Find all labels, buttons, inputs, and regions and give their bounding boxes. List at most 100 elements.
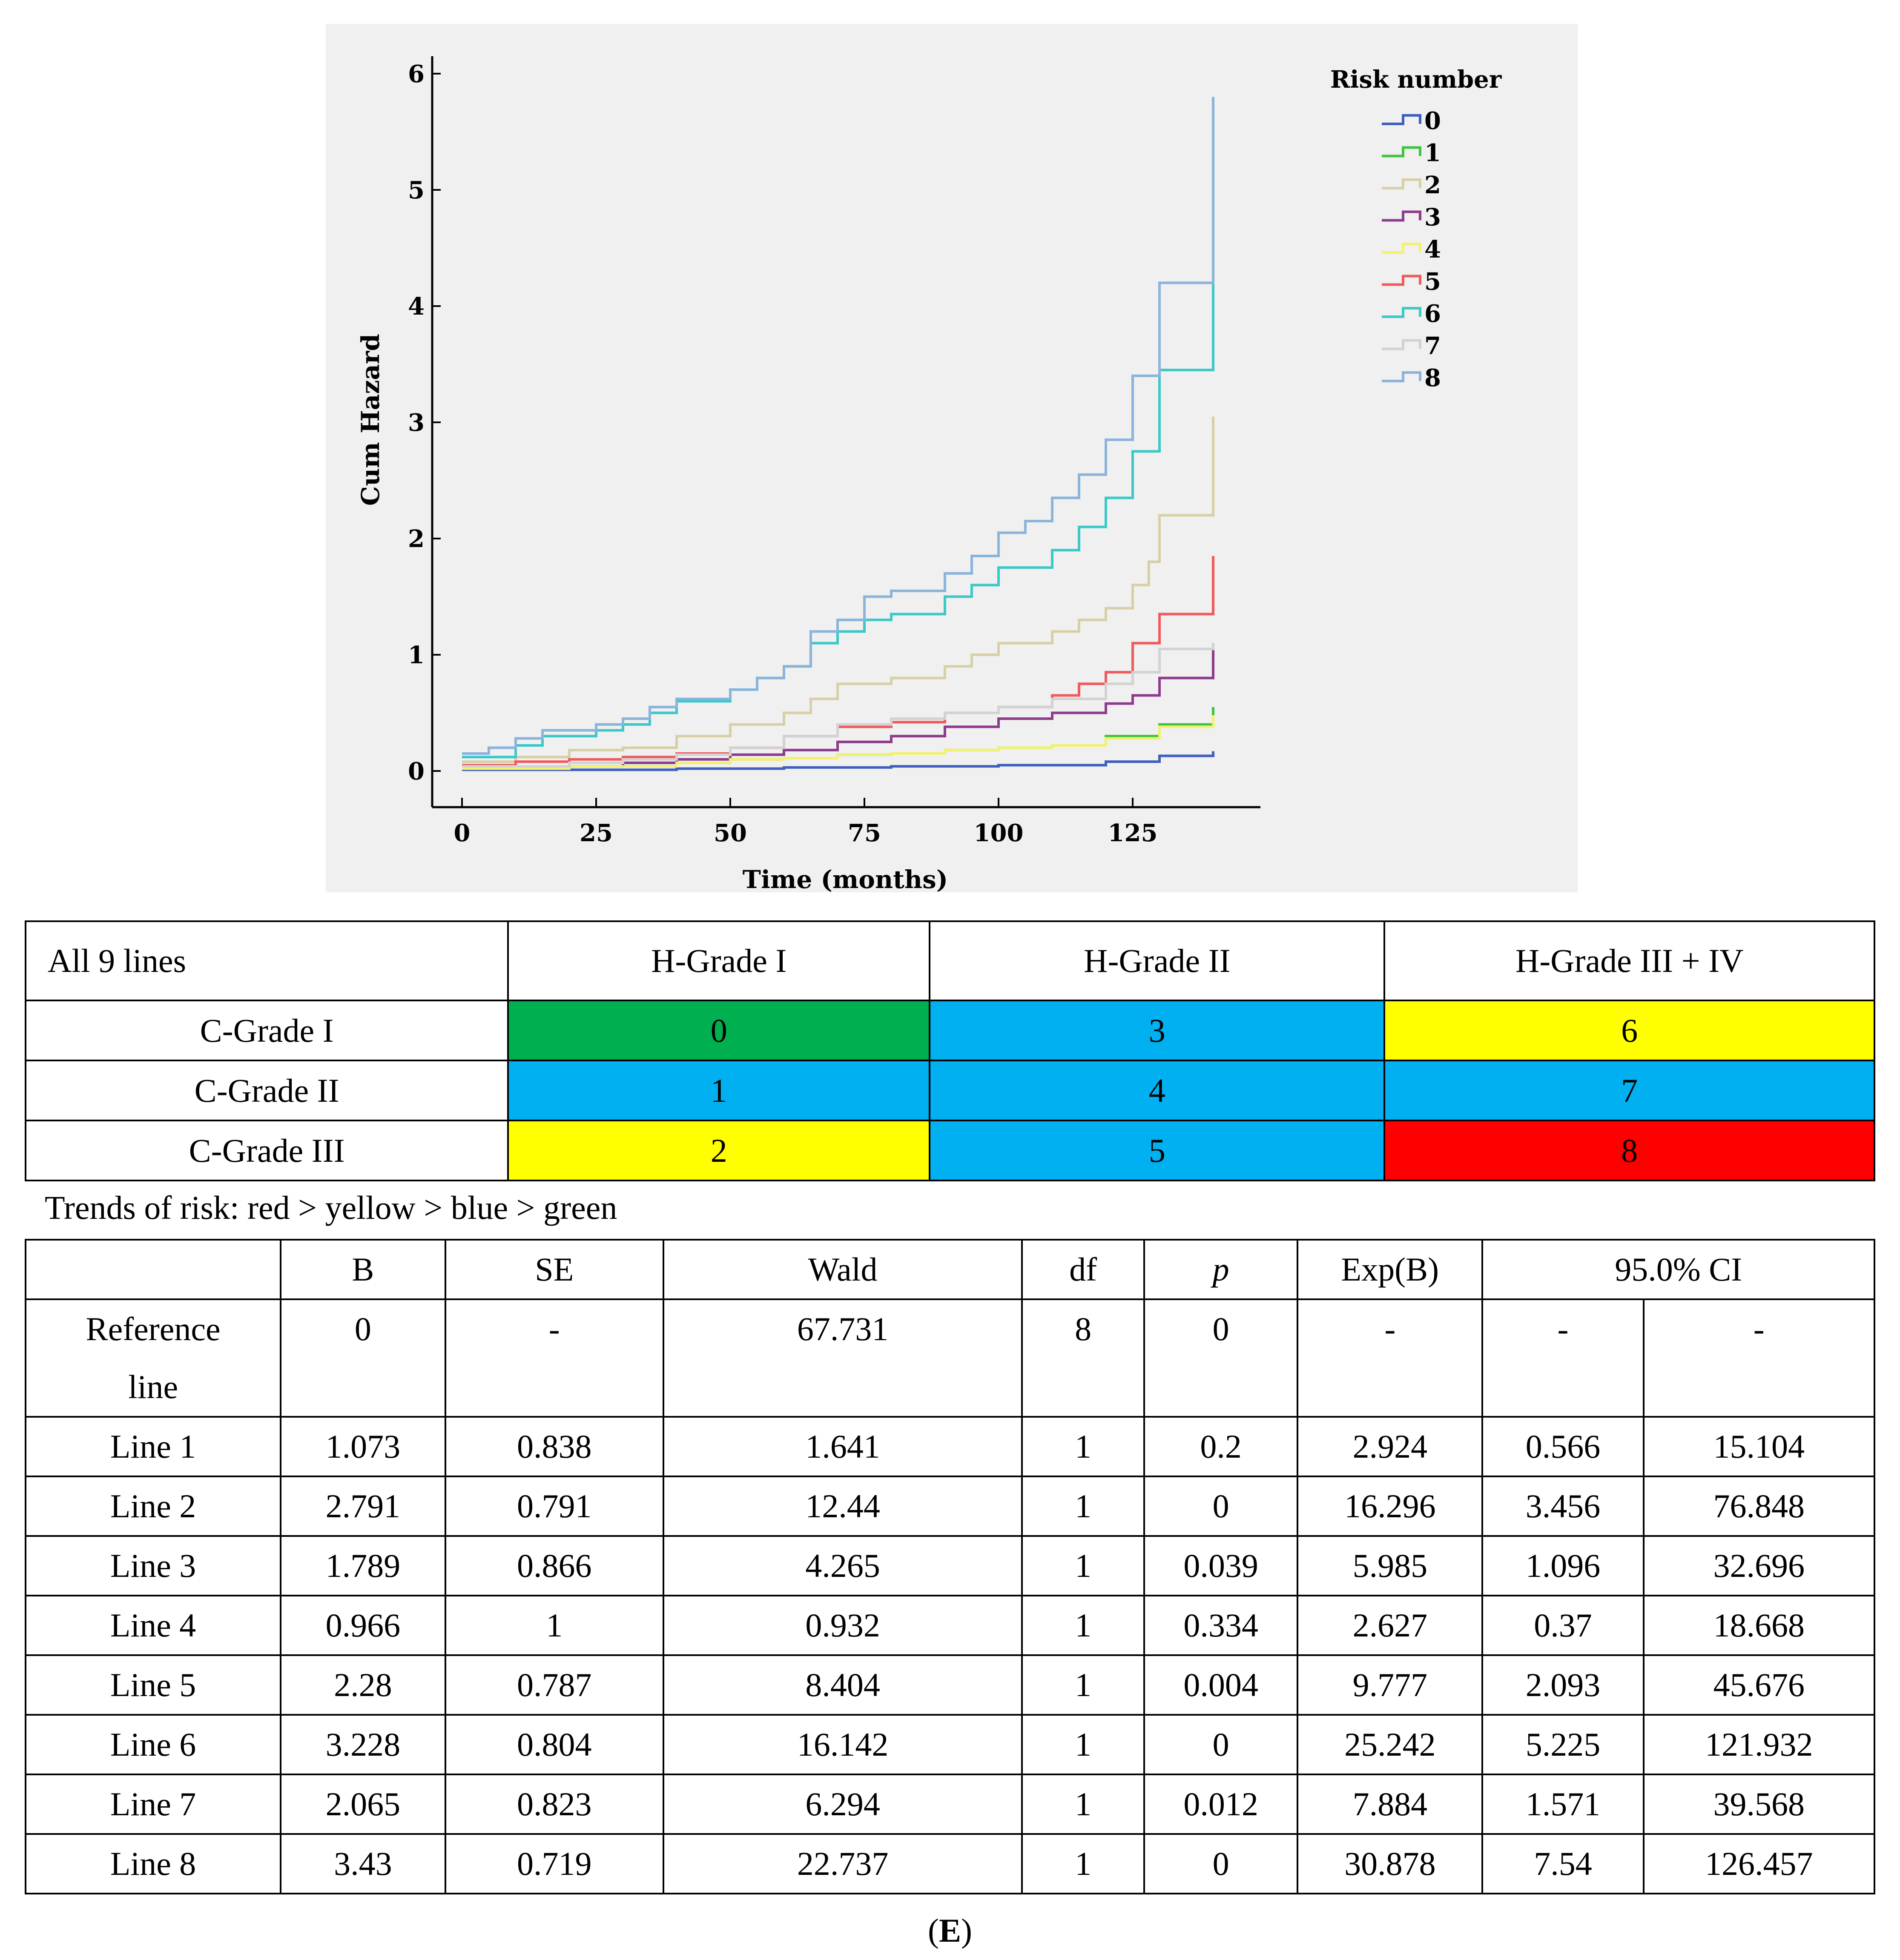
coef-row: Line 5 2.28 0.787 8.404 1 0.004 9.777 2.093 45.6… [24, 1654, 1876, 1716]
legend-item-1: 1 [1382, 139, 1441, 167]
coef-cell: - [1642, 1298, 1876, 1418]
coef-cell: 2.924 [1297, 1416, 1484, 1477]
grade-risk-cell: 4 [929, 1060, 1386, 1121]
coef-cell: 16.142 [662, 1714, 1023, 1775]
y-tick-label: 2 [408, 525, 425, 553]
coef-col-header: df [1021, 1239, 1145, 1300]
coef-cell: 45.676 [1642, 1654, 1876, 1716]
coef-cell: 1 [1021, 1595, 1145, 1656]
coef-row-label: Line 7 [24, 1774, 282, 1835]
series-line-3 [462, 643, 1214, 770]
coef-cell: 1 [1021, 1476, 1145, 1537]
coef-row: Line 1 1.073 0.838 1.641 1 0.2 2.924 0.566 15.10… [24, 1416, 1876, 1477]
legend-swatch [1382, 114, 1421, 125]
coef-cell: 0.37 [1481, 1595, 1645, 1656]
coef-cell: 22.737 [662, 1833, 1023, 1894]
y-axis-label: Cum Hazard [356, 334, 385, 506]
coef-cell: 0.719 [444, 1833, 664, 1894]
coef-cell: 0 [1143, 1476, 1299, 1537]
y-tick-label: 3 [408, 409, 425, 437]
grade-risk-cell: 1 [507, 1060, 931, 1121]
grade-row-label: C-Grade II [24, 1060, 509, 1121]
coef-cell: 0.787 [444, 1654, 664, 1716]
coef-cell: - [1481, 1298, 1645, 1418]
coef-cell: 8.404 [662, 1654, 1023, 1716]
coef-cell: 4.265 [662, 1535, 1023, 1596]
series-line-2 [462, 416, 1214, 763]
x-tick-label: 125 [1108, 819, 1158, 847]
coef-cell: 3.456 [1481, 1476, 1645, 1537]
coef-cell: 16.296 [1297, 1476, 1484, 1537]
legend-item-5: 5 [1382, 268, 1441, 296]
coef-header-row: B SE Wald df p Exp(B) 95.0% CI [24, 1239, 1875, 1300]
coef-cell: 0.966 [280, 1595, 446, 1656]
grade-col-header: H-Grade II [929, 920, 1386, 1001]
coef-reference-row: Reference line 0-67.731 8 0- - - [24, 1298, 1876, 1418]
grade-risk-cell: 2 [507, 1120, 931, 1181]
legend-label: 0 [1424, 107, 1441, 135]
coef-cell: 2.627 [1297, 1595, 1484, 1656]
legend-label: 2 [1424, 171, 1441, 199]
coef-col-header: p [1143, 1239, 1299, 1300]
y-tick-label: 6 [408, 60, 425, 88]
legend-item-8: 8 [1382, 364, 1441, 392]
coef-cell: 1 [444, 1595, 664, 1656]
coef-cell: 0.791 [444, 1476, 664, 1537]
coef-cell: 5.225 [1481, 1714, 1645, 1775]
grade-row-label: C-Grade III [24, 1120, 509, 1181]
coef-cell: 25.242 [1297, 1714, 1484, 1775]
coef-cell: 9.777 [1297, 1654, 1484, 1716]
legend-swatch [1382, 146, 1421, 158]
coef-cell: 0 [1143, 1833, 1299, 1894]
legend-title: Risk number [1330, 66, 1502, 94]
coef-cell: 0.838 [444, 1416, 664, 1477]
coef-col-header: Exp(B) [1297, 1239, 1484, 1300]
legend-swatch [1382, 307, 1421, 318]
chart-axes: 0 1 2 3 4 5 6 0 25 50 75 100 125 Time (months) Cum Haz… [356, 56, 1260, 892]
coef-cell: 1.571 [1481, 1774, 1645, 1835]
coef-cell: 5.985 [1297, 1535, 1484, 1596]
coef-cell: 0 [280, 1298, 446, 1418]
grade-matrix-table: All 9 lines H-Grade I H-Grade II H-Grade II… [24, 920, 1875, 1181]
x-tick-label: 25 [580, 819, 613, 847]
reference-label-line2: line [128, 1368, 178, 1405]
y-tick-label: 1 [408, 641, 425, 669]
coef-cell: 121.932 [1642, 1714, 1876, 1775]
coef-cell: 7.884 [1297, 1774, 1484, 1835]
coef-cell: 30.878 [1297, 1833, 1484, 1894]
grade-corner-cell: All 9 lines [24, 920, 509, 1001]
coef-row-label: Reference line [24, 1298, 282, 1418]
coef-cell: 67.731 [662, 1298, 1023, 1418]
coef-cell: 6.294 [662, 1774, 1023, 1835]
legend-label: 1 [1424, 139, 1441, 167]
coef-cell: 2.791 [280, 1476, 446, 1537]
coef-row: Line 2 2.791 0.791 12.44 1 0 16.296 3.456 76.848 [24, 1476, 1876, 1537]
coef-cell: 126.457 [1642, 1833, 1876, 1894]
grade-risk-cell: 6 [1383, 1000, 1875, 1061]
legend-item-0: 0 [1382, 107, 1441, 135]
coef-cell: 1.789 [280, 1535, 446, 1596]
coef-col-header: 95.0% CI [1481, 1239, 1875, 1300]
legend-item-2: 2 [1382, 171, 1441, 199]
coef-row-label: Line 4 [24, 1595, 282, 1656]
coef-row-label: Line 2 [24, 1476, 282, 1537]
coef-row-label: Line 3 [24, 1535, 282, 1596]
legend-label: 7 [1424, 332, 1441, 360]
x-tick-label: 100 [974, 819, 1024, 847]
coef-cell: 1 [1021, 1714, 1145, 1775]
coef-cell: 0.012 [1143, 1774, 1299, 1835]
y-tick-label: 5 [408, 176, 425, 204]
legend-item-7: 7 [1382, 332, 1441, 360]
legend-label: 4 [1424, 235, 1441, 264]
coef-cell: 15.104 [1642, 1416, 1876, 1477]
coefficient-table: B SE Wald df p Exp(B) 95.0% CI Reference line 0-6… [24, 1239, 1876, 1894]
grade-row: C-Grade III 2 5 8 [24, 1120, 1875, 1181]
x-tick-label: 50 [714, 819, 747, 847]
coef-col-header [24, 1239, 282, 1300]
coef-cell: 1 [1021, 1774, 1145, 1835]
coef-cell: 1.073 [280, 1416, 446, 1477]
coef-cell: 0 [1143, 1298, 1299, 1418]
x-tick-label: 0 [454, 819, 471, 847]
coef-cell: - [444, 1298, 664, 1418]
